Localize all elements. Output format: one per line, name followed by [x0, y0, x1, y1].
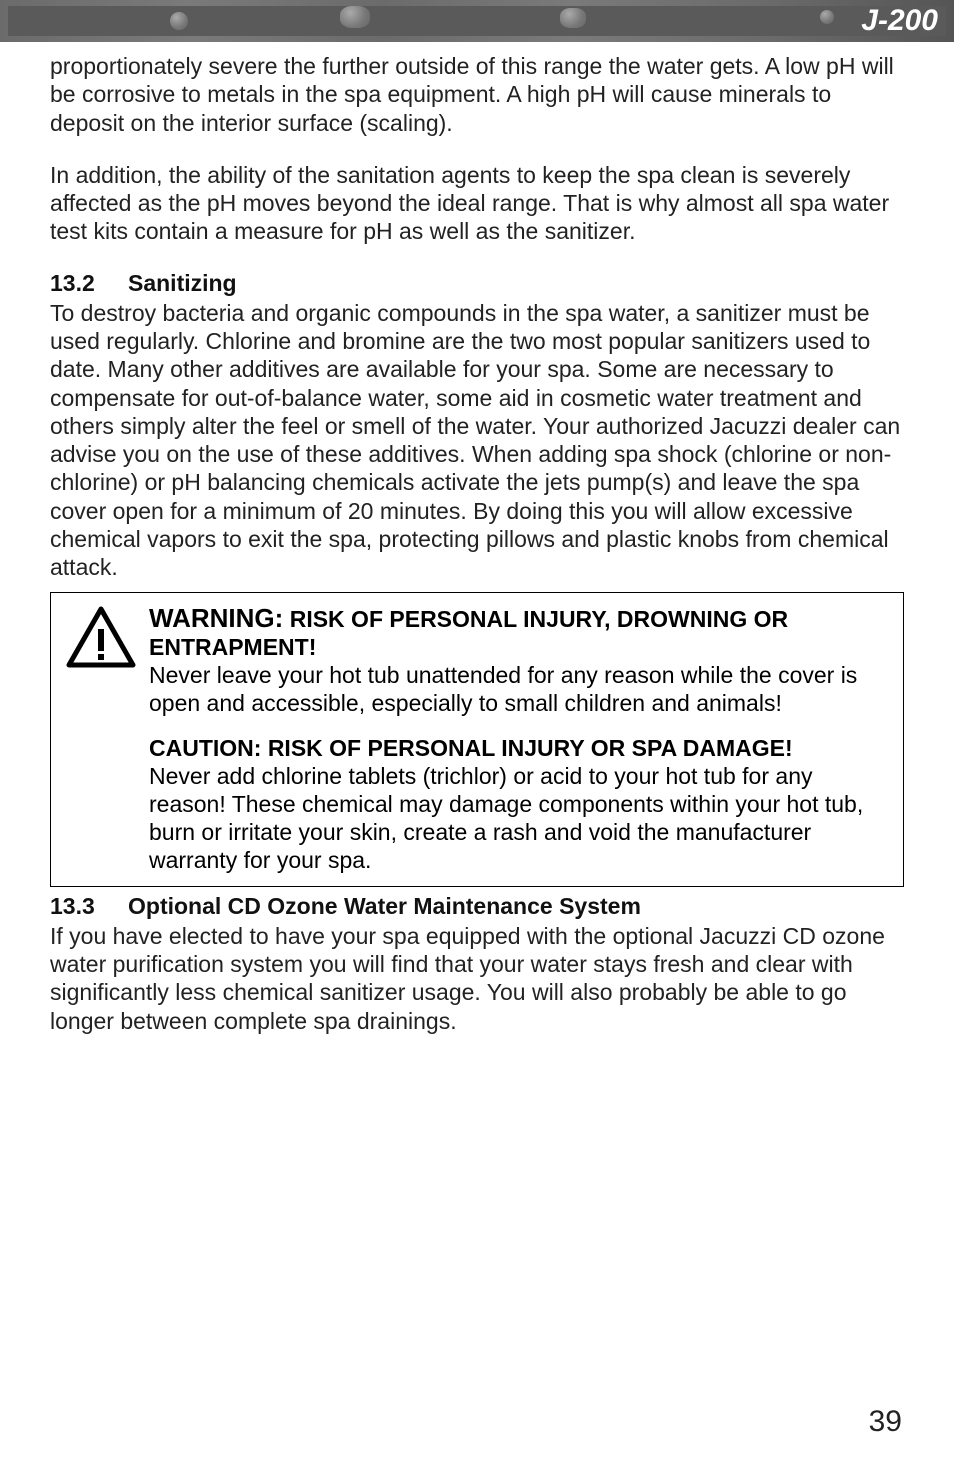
- warning-box: WARNING: RISK OF PERSONAL INJURY, DROWNI…: [50, 592, 904, 887]
- paragraph-sanitation: In addition, the ability of the sanitati…: [50, 161, 904, 246]
- warning-body: Never leave your hot tub unattended for …: [149, 661, 889, 717]
- section-heading-sanitizing: 13.2Sanitizing: [50, 270, 904, 297]
- header-model-label: J-200: [861, 4, 938, 38]
- header-banner: J-200: [0, 0, 954, 42]
- warning-lead: WARNING:: [149, 603, 283, 633]
- page-number: 39: [869, 1405, 902, 1439]
- caution-block: CAUTION: RISK OF PERSONAL INJURY OR SPA …: [149, 735, 889, 874]
- section-title: Sanitizing: [128, 270, 237, 296]
- warning-title: WARNING: RISK OF PERSONAL INJURY, DROWNI…: [149, 603, 889, 661]
- warning-text-block: WARNING: RISK OF PERSONAL INJURY, DROWNI…: [149, 603, 889, 717]
- section-heading-ozone: 13.3Optional CD Ozone Water Maintenance …: [50, 893, 904, 920]
- page-content: proportionately severe the further outsi…: [0, 42, 954, 1035]
- paragraph-ph-range: proportionately severe the further outsi…: [50, 52, 904, 137]
- bubble-decoration: [560, 8, 586, 28]
- section-number: 13.3: [50, 893, 128, 920]
- caution-body: Never add chlorine tablets (trichlor) or…: [149, 762, 889, 874]
- caution-title: CAUTION: RISK OF PERSONAL INJURY OR SPA …: [149, 735, 889, 762]
- warning-triangle-icon: [65, 605, 137, 669]
- section-number: 13.2: [50, 270, 128, 297]
- bubble-decoration: [340, 6, 370, 28]
- warning-row: WARNING: RISK OF PERSONAL INJURY, DROWNI…: [65, 603, 889, 717]
- paragraph-ozone-body: If you have elected to have your spa equ…: [50, 922, 904, 1035]
- paragraph-sanitizing-body: To destroy bacteria and organic compound…: [50, 299, 904, 582]
- section-title: Optional CD Ozone Water Maintenance Syst…: [128, 893, 641, 919]
- bubble-decoration: [170, 12, 188, 30]
- bubble-decoration: [820, 10, 834, 24]
